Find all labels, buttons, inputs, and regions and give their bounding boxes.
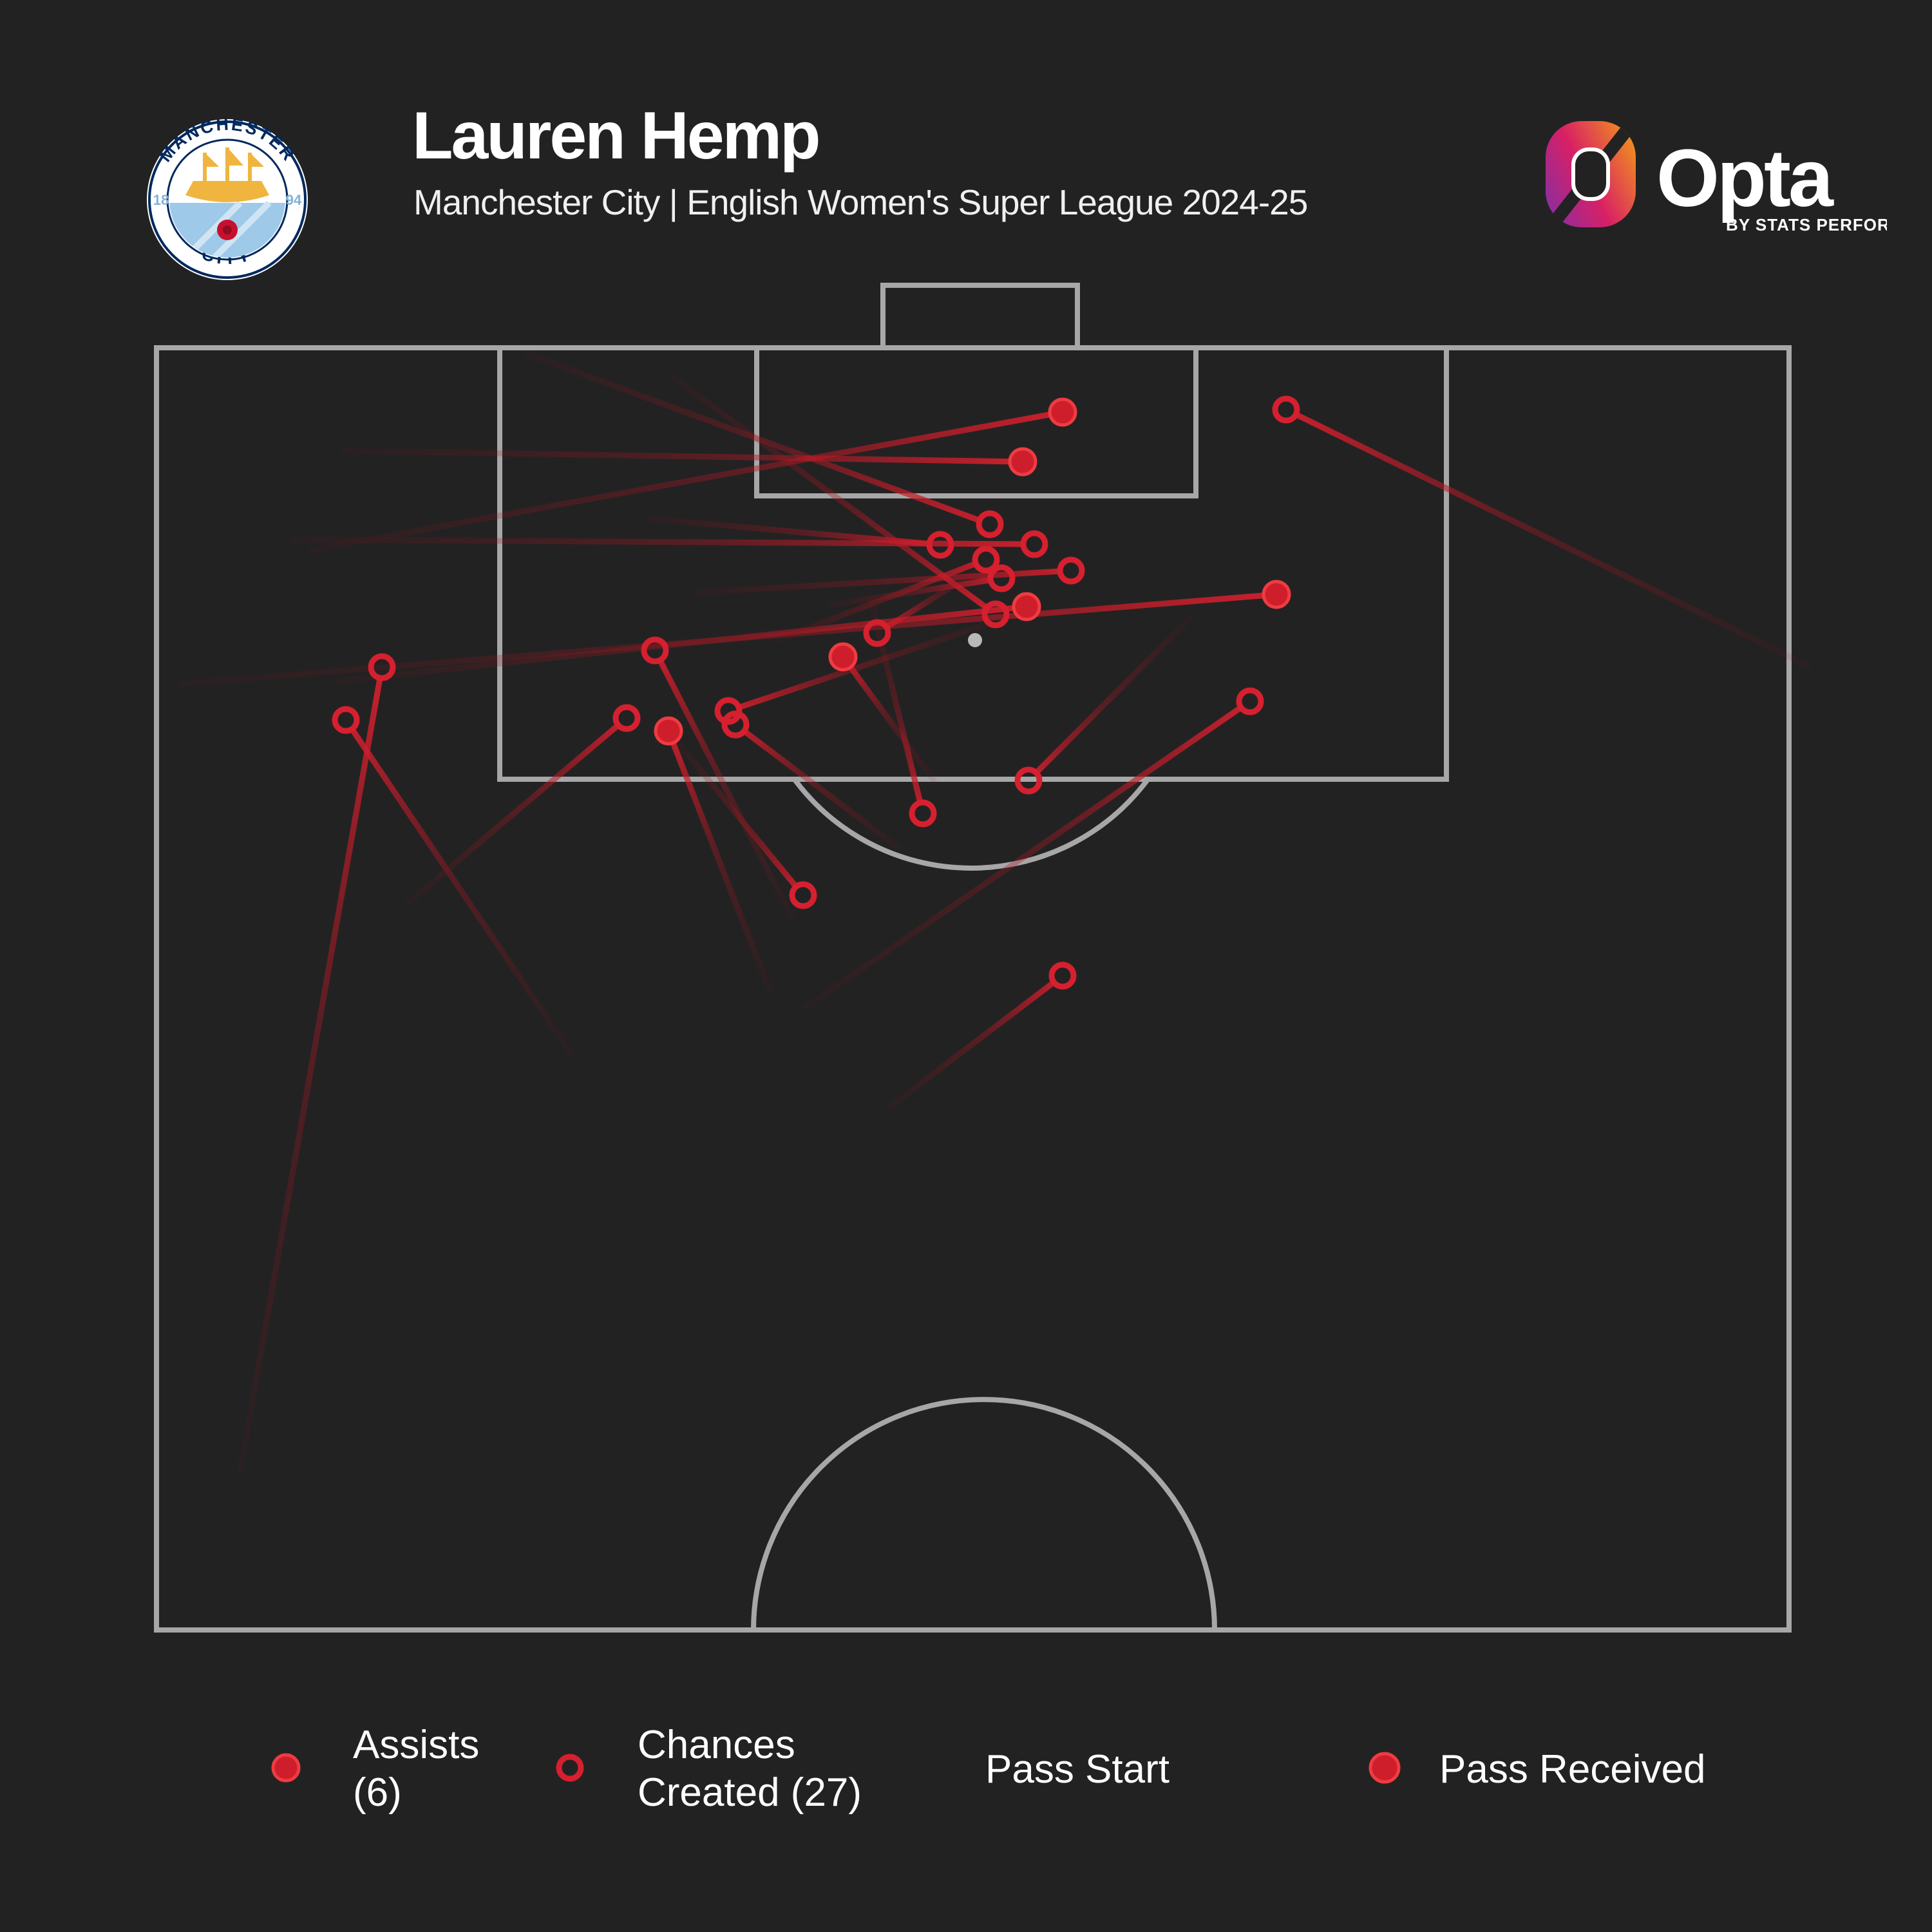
pass-line — [236, 676, 383, 1474]
pass-line — [669, 740, 773, 993]
badge-shield-art — [169, 142, 285, 258]
opta-wordmark: Opta — [1656, 133, 1834, 223]
opta-byline: BY STATS PERFORM — [1726, 215, 1887, 234]
pass-line — [695, 568, 1063, 596]
chance-created-marker — [909, 799, 937, 828]
assist-marker — [1008, 447, 1037, 477]
chance-created-marker — [1048, 961, 1077, 990]
pass-line — [656, 657, 795, 920]
penalty-arc — [793, 779, 1150, 871]
legend-chances-label-line1: Chances — [638, 1723, 795, 1767]
badge-year-94: 94 — [286, 192, 302, 208]
pass-markers-layer — [332, 395, 1300, 990]
club-badge-icon: MANCHESTER CITY 18 94 — [147, 115, 308, 280]
legend-pass-received-label: Pass Received — [1439, 1747, 1706, 1792]
legend-assist-dot-icon — [271, 1753, 301, 1783]
pass-line — [404, 721, 622, 907]
chance-created-marker — [368, 653, 396, 681]
badge-year-18: 18 — [153, 192, 169, 208]
chance-created-marker — [976, 510, 1004, 538]
chance-created-marker — [1057, 556, 1085, 585]
page-title: Lauren Hemp — [412, 99, 821, 173]
opta-logo: Opta BY STATS PERFORM — [1539, 109, 1904, 258]
pass-line — [674, 739, 800, 891]
pass-lines-layer — [180, 350, 1811, 1474]
badge-ship-icon — [185, 147, 269, 202]
pass-line — [803, 704, 1245, 1010]
pass-line — [1293, 411, 1811, 670]
chance-created-marker — [863, 619, 891, 647]
legend-assists-label-line1: Assists — [353, 1723, 479, 1767]
legend-chance-circle-icon — [556, 1754, 584, 1782]
pass-line — [348, 726, 574, 1057]
assist-marker — [1262, 580, 1291, 609]
assist-marker — [1012, 592, 1041, 621]
pass-line — [847, 664, 938, 784]
chance-created-marker — [1014, 766, 1043, 795]
chance-created-marker — [987, 564, 1016, 592]
pass-line — [308, 411, 1053, 554]
chance-created-marker — [926, 531, 954, 559]
chance-created-marker — [981, 600, 1010, 629]
centre-circle-arc — [751, 1397, 1217, 1631]
chance-created-marker — [714, 697, 743, 725]
assist-marker — [828, 642, 858, 672]
pass-line — [647, 515, 932, 547]
pass-line — [827, 576, 993, 609]
chance-created-marker — [1020, 530, 1048, 558]
assist-marker — [1048, 397, 1077, 427]
pass-line — [341, 448, 1012, 465]
pass-line — [735, 615, 1006, 711]
legend-received-dot-icon — [1368, 1752, 1401, 1784]
opta-logo-icon: Opta BY STATS PERFORM — [1546, 121, 1904, 234]
chance-created-marker — [972, 545, 1000, 574]
chance-created-marker — [789, 881, 817, 909]
assist-marker — [654, 716, 683, 746]
opta-o-mark — [1546, 121, 1636, 227]
pass-line — [180, 592, 1266, 687]
club-badge-manchester-city: MANCHESTER CITY 18 94 — [147, 115, 308, 280]
legend-chances-label-line2: Created (27) — [638, 1770, 862, 1815]
pass-line — [1032, 614, 1194, 777]
goal-box — [880, 283, 1080, 350]
pass-line — [887, 978, 1057, 1110]
legend: Assists (6) Chances Created (27) Pass St… — [271, 1723, 1706, 1815]
chance-created-marker — [1272, 395, 1300, 424]
chance-created-marker — [1236, 687, 1264, 715]
chance-created-marker — [612, 704, 641, 732]
pass-line — [668, 372, 990, 612]
pass-line — [883, 559, 994, 631]
legend-assists-label-line2: (6) — [353, 1770, 402, 1815]
pitch-lines — [154, 283, 1792, 1633]
six-yard-box — [754, 345, 1198, 498]
page-subtitle: Manchester City | English Women's Super … — [413, 182, 1308, 222]
chance-created-marker — [641, 636, 669, 665]
legend-pass-start-label: Pass Start — [985, 1747, 1170, 1792]
penalty-spot — [968, 633, 982, 647]
badge-rose-icon — [217, 220, 238, 240]
chance-created-marker — [721, 710, 750, 739]
pass-line — [867, 598, 924, 806]
chance-created-marker — [332, 706, 360, 734]
pass-line — [741, 727, 904, 853]
